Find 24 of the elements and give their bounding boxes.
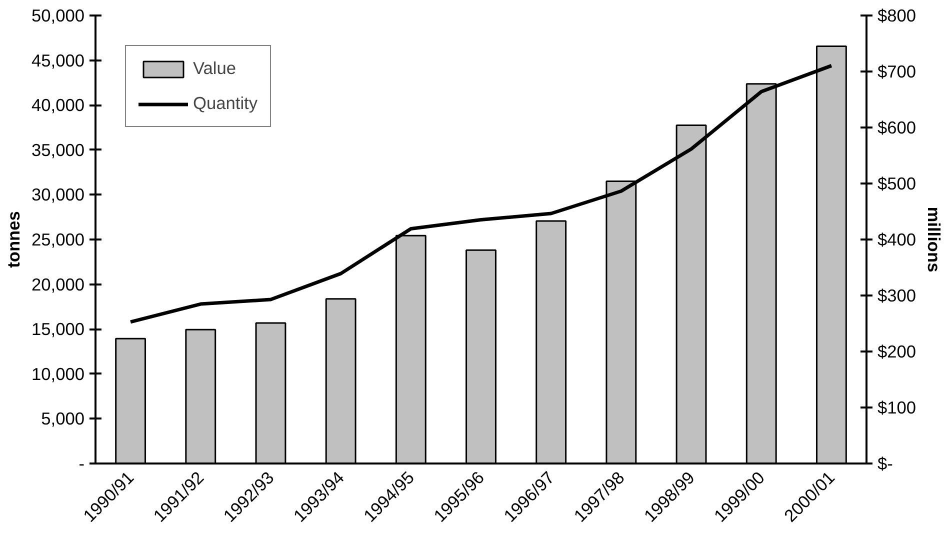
y-tick-label: 5,000 [41, 408, 85, 429]
y2-tick-label: $700 [878, 62, 916, 82]
y2-tick-label: $400 [878, 230, 916, 250]
y2-tick-label: $- [878, 454, 893, 474]
y2-tick-label: $200 [878, 342, 916, 362]
y-tick-label: 25,000 [32, 230, 84, 250]
y2-tick-label: $300 [878, 286, 916, 306]
y-tick-label: - [78, 454, 85, 474]
legend-label: Value [193, 58, 236, 79]
y2-tick-label: $600 [878, 118, 916, 138]
y-tick-label: 15,000 [32, 319, 84, 340]
y2-tick-label: $800 [878, 6, 916, 26]
y-tick-label: 45,000 [32, 50, 84, 70]
legend-label: Quantity [193, 93, 258, 114]
y-tick-label: 50,000 [32, 6, 84, 26]
y2-axis-title: millions [924, 206, 944, 272]
y2-tick-label: $500 [878, 174, 916, 194]
y-tick-label: 30,000 [32, 184, 84, 205]
y-tick-label: 40,000 [32, 95, 84, 116]
y-axis-title: tonnes [4, 211, 24, 268]
y-tick-label: 20,000 [32, 274, 84, 294]
y-tick-label: 10,000 [32, 364, 84, 384]
y-tick-label: 35,000 [32, 140, 84, 160]
y2-tick-label: $100 [878, 398, 916, 418]
